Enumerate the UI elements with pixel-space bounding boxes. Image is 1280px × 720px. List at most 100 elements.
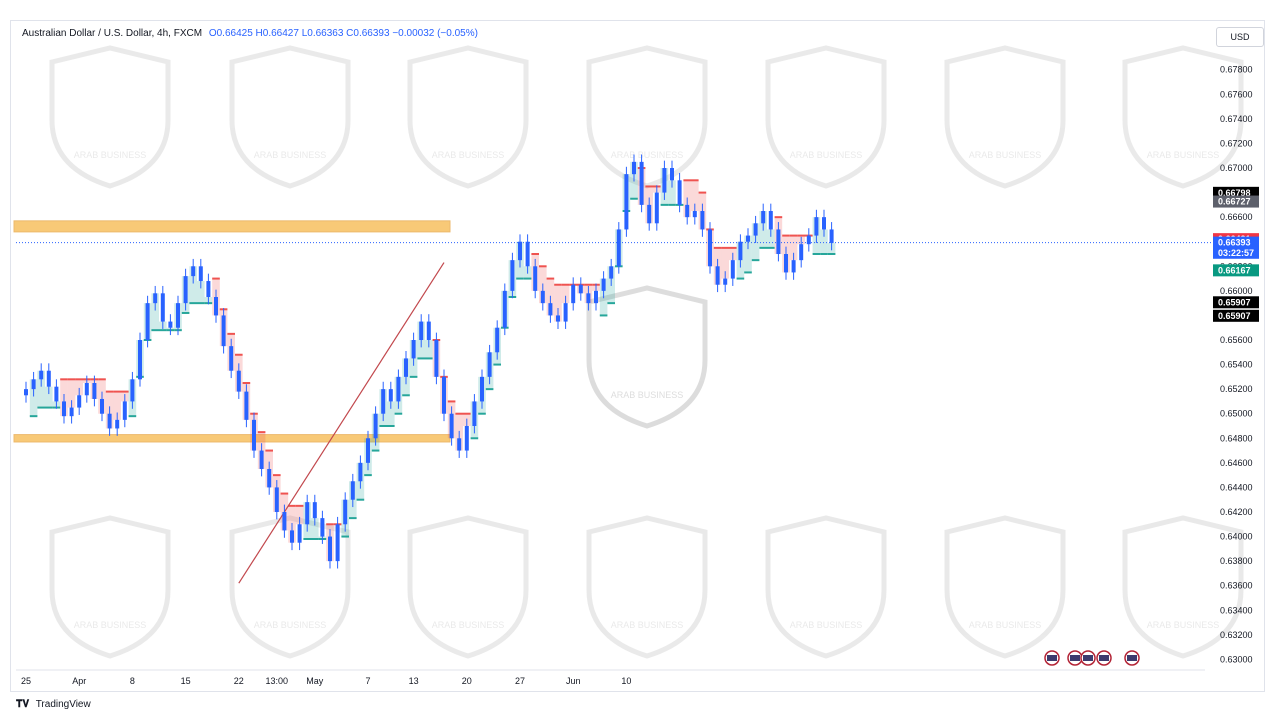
watermark-outline — [229, 45, 351, 189]
watermark-text: ARAB BUSINESS — [611, 620, 684, 630]
price-tag-label: 0.65907 — [1218, 297, 1251, 307]
y-tick-label: 0.65000 — [1220, 409, 1253, 419]
tradingview-logo-icon[interactable]: 𝐓𝐕 — [16, 699, 30, 710]
watermark-text: ARAB BUSINESS — [611, 390, 684, 400]
candle-body — [799, 244, 804, 261]
trail-band-segment — [75, 379, 83, 396]
candle-body — [685, 204, 690, 218]
watermark-text: ARAB BUSINESS — [254, 150, 327, 160]
chart-header: Australian Dollar / U.S. Dollar, 4h, FXC… — [22, 28, 478, 39]
candle-body — [214, 297, 218, 316]
x-tick-label: 22 — [234, 676, 244, 686]
footer-brand[interactable]: TradingView — [35, 699, 91, 710]
us-flag-event-icon — [1067, 650, 1083, 666]
candle-body — [677, 180, 682, 205]
candle-body — [229, 346, 234, 371]
candle-body — [594, 290, 598, 304]
candle-body — [176, 303, 180, 328]
watermark-shield-icon: ARAB BUSINESS — [944, 515, 1066, 659]
y-tick-label: 0.66000 — [1220, 286, 1253, 296]
candle-body — [525, 241, 530, 267]
candle-body — [609, 266, 614, 279]
watermark-shield-icon: ARAB BUSINESS — [49, 45, 171, 189]
y-tick-label: 0.67800 — [1220, 65, 1253, 75]
candle-body — [305, 502, 310, 525]
candle-body — [252, 419, 256, 451]
y-tick-label: 0.65600 — [1220, 335, 1253, 345]
x-tick-label: 20 — [462, 676, 472, 686]
candle-body — [670, 168, 674, 181]
y-tick-label: 0.63000 — [1220, 654, 1253, 664]
candle-body — [556, 315, 560, 322]
x-tick-label: 10 — [621, 676, 631, 686]
currency-button[interactable]: USD — [1216, 27, 1264, 47]
watermark-text: ARAB BUSINESS — [74, 150, 147, 160]
watermark-outline — [586, 515, 708, 659]
x-tick-label: 27 — [515, 676, 525, 686]
y-tick-label: 0.67000 — [1220, 163, 1253, 173]
candle-body — [77, 395, 82, 408]
watermark-layer: ARAB BUSINESS ARAB BUSINESS ARAB BUSINESS A… — [49, 45, 1244, 659]
price-tag-box — [1213, 195, 1259, 208]
candle-body — [746, 235, 750, 242]
trail-band-segment — [197, 281, 205, 304]
candle-body — [449, 413, 454, 439]
price-axis[interactable]: 0.678000.676000.674000.672000.670000.668… — [1220, 65, 1253, 665]
price-tag-box — [1213, 236, 1259, 249]
candle-body — [24, 389, 28, 396]
candle-body — [221, 315, 226, 347]
watermark-outline — [944, 515, 1066, 659]
candle-body — [160, 293, 165, 322]
price-tag-box — [1213, 246, 1259, 259]
trail-band-segment — [744, 235, 752, 273]
candle-body — [39, 370, 44, 380]
candle-body — [138, 340, 142, 380]
candle-body — [290, 530, 294, 543]
watermark-shield-icon: ARAB BUSINESS — [229, 515, 351, 659]
candle-body — [761, 211, 766, 224]
trail-band-segment — [387, 401, 395, 426]
candle-body — [358, 462, 363, 482]
candle-body — [814, 217, 819, 236]
watermark-shield-icon: ARAB BUSINESS — [586, 285, 708, 429]
symbol-title[interactable]: Australian Dollar / U.S. Dollar, 4h, FXC… — [22, 28, 203, 39]
ohlc-readout: O0.66425 H0.66427 L0.66363 C0.66393 −0.0… — [208, 28, 478, 39]
economic-events[interactable] — [1044, 650, 1140, 666]
candle-body — [654, 192, 659, 224]
candle-body — [115, 419, 120, 429]
trail-band-segment — [561, 284, 570, 304]
watermark-outline — [229, 515, 351, 659]
trail-band-segment — [189, 266, 197, 304]
sr-zone-1 — [13, 434, 451, 443]
candle-body — [578, 284, 583, 294]
candle-body — [396, 376, 401, 402]
time-axis[interactable]: 25 Apr 8 15 22 13:00 May 7 13 20 27 Jun 10 — [16, 669, 1205, 686]
y-tick-label: 0.64800 — [1220, 433, 1253, 443]
trail-band-segment — [820, 229, 828, 255]
x-tick-label: Jun — [566, 676, 581, 686]
watermark-text: ARAB BUSINESS — [74, 620, 147, 630]
candle-body — [183, 276, 188, 304]
candle-body — [533, 266, 538, 291]
candle-body — [548, 303, 553, 316]
price-tag-label: 0.66167 — [1218, 265, 1251, 275]
candle-body — [426, 321, 431, 341]
watermark-text: ARAB BUSINESS — [969, 620, 1042, 630]
candle-body — [381, 389, 386, 414]
candle-body — [784, 254, 788, 273]
event-flag — [1127, 655, 1137, 661]
watermark-outline — [944, 45, 1066, 189]
trail-band-segment — [37, 370, 45, 408]
y-tick-label: 0.67200 — [1220, 138, 1253, 148]
x-tick-label: 13 — [409, 676, 419, 686]
candle-body — [198, 266, 203, 282]
trail-band-segment — [151, 293, 159, 331]
us-flag-event-icon — [1080, 650, 1096, 666]
candle-body — [829, 229, 834, 243]
price-tag-label: 0.65907 — [1218, 311, 1251, 321]
candle-body — [776, 229, 781, 255]
event-flag — [1083, 655, 1093, 661]
trendline — [238, 262, 445, 584]
event-flag — [1047, 655, 1057, 661]
